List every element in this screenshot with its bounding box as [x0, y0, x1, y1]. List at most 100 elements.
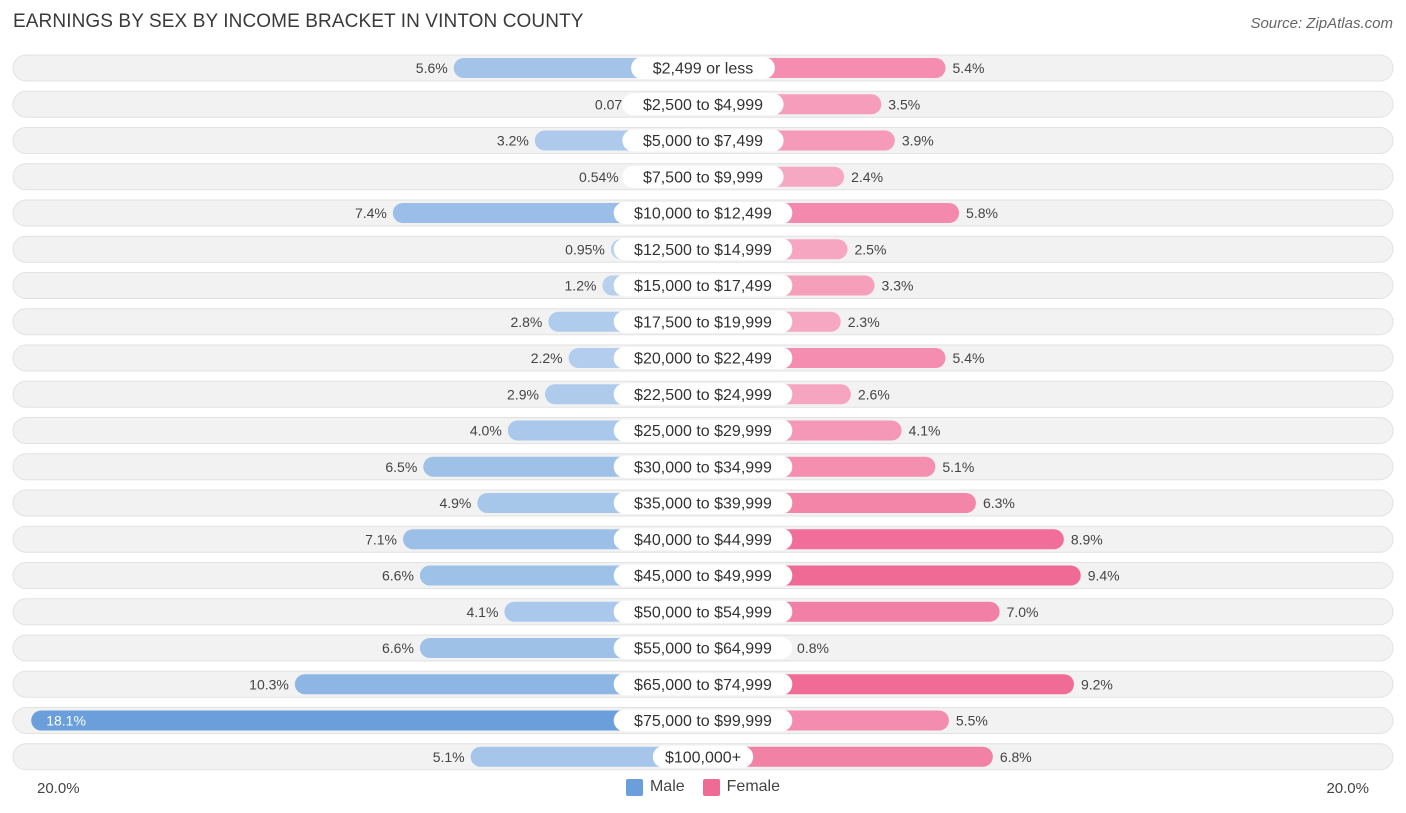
male-value-label: 4.0% [470, 423, 502, 439]
category-label: $17,500 to $19,999 [634, 314, 772, 331]
male-value-label: 5.6% [416, 60, 448, 76]
female-value-label: 2.5% [855, 241, 887, 257]
category-label-background [622, 165, 784, 188]
female-value-label: 7.0% [1007, 604, 1039, 620]
category-label: $40,000 to $44,999 [634, 532, 772, 549]
female-value-label: 5.5% [956, 713, 988, 729]
bar-row: 0.54% 2.4% $7,500 to $9,999 [12, 163, 1394, 191]
category-label-background [613, 637, 793, 659]
male-value-label: 18.1% [46, 713, 86, 729]
category-label: $20,000 to $22,499 [634, 351, 772, 368]
category-label-background [613, 347, 793, 369]
category-label-background [622, 129, 784, 152]
male-value-label: 1.2% [565, 278, 597, 294]
male-bar [470, 746, 703, 767]
female-value-label: 3.3% [882, 278, 914, 294]
male-bar [294, 674, 703, 695]
category-label: $100,000+ [665, 749, 741, 766]
legend-swatch-female [702, 778, 720, 796]
bar-row: 1.2% 3.3% $15,000 to $17,499 [12, 272, 1394, 299]
male-value-label: 4.1% [466, 604, 498, 620]
category-label-background [613, 564, 793, 587]
category-label-background [631, 57, 775, 79]
female-value-label: 2.3% [848, 314, 880, 330]
legend-item-female[interactable]: Female [702, 778, 781, 796]
female-value-label: 5.8% [966, 205, 998, 221]
female-value-label: 2.6% [858, 386, 890, 402]
female-value-label: 6.3% [983, 495, 1015, 511]
bar-row: 2.9% 2.6% $22,500 to $24,999 [12, 380, 1394, 408]
female-value-label: 4.1% [909, 423, 941, 439]
female-bar [703, 674, 1074, 695]
category-label: $75,000 to $99,999 [634, 713, 772, 730]
category-label-background [613, 238, 793, 261]
male-value-label: 0.54% [579, 169, 619, 185]
category-label: $35,000 to $39,999 [634, 496, 772, 513]
female-value-label: 0.8% [797, 640, 829, 656]
female-value-label: 6.8% [1000, 749, 1032, 765]
legend-swatch-male [625, 778, 643, 796]
category-label: $55,000 to $64,999 [634, 641, 772, 658]
male-value-label: 6.6% [382, 640, 414, 656]
category-label: $12,500 to $14,999 [634, 242, 772, 259]
axis-label-left: 20.0% [37, 780, 80, 797]
category-label-background [613, 455, 793, 478]
male-value-label: 3.2% [497, 133, 529, 149]
legend-label-female: Female [726, 778, 781, 795]
female-value-label: 3.9% [902, 133, 934, 149]
bar-row: 0.07% 3.5%$2,500 to $4,999 [12, 90, 1394, 118]
male-value-label: 0.95% [565, 241, 605, 257]
female-value-label: 5.4% [953, 60, 985, 76]
category-label-background [613, 202, 793, 224]
category-label: $30,000 to $34,999 [634, 459, 772, 476]
category-label-background [613, 419, 793, 442]
male-value-label: 2.9% [507, 386, 539, 402]
category-label: $65,000 to $74,999 [634, 677, 772, 694]
category-label: $50,000 to $54,999 [634, 604, 772, 621]
axis-label-right: 20.0% [1326, 780, 1369, 797]
female-value-label: 8.9% [1071, 531, 1103, 547]
bar-row: 4.1% 7.0% $50,000 to $54,999 [12, 598, 1394, 626]
category-label-background [613, 673, 793, 696]
male-value-label: 5.1% [433, 749, 465, 765]
category-label-background [613, 709, 793, 732]
category-label: $2,500 to $4,999 [643, 97, 763, 114]
female-value-label: 9.4% [1088, 568, 1120, 584]
female-value-label: 3.5% [888, 96, 920, 112]
category-label: $45,000 to $49,999 [634, 568, 772, 585]
bar-row: 2.2% 5.4% $20,000 to $22,499 [12, 344, 1394, 372]
category-label: $2,499 or less [653, 61, 754, 78]
female-value-label: 5.4% [953, 350, 985, 366]
male-bar [31, 710, 704, 731]
bar-row: 7.1% 8.9% $40,000 to $44,999 [12, 525, 1394, 553]
bar-row: 5.1% 6.8% $100,000+ [12, 743, 1394, 771]
category-label-background [613, 383, 793, 406]
category-label-background [613, 492, 793, 514]
category-label-background [613, 600, 793, 623]
male-value-label: 10.3% [249, 676, 289, 692]
bar-row: 6.6% 9.4% $45,000 to $49,999 [12, 562, 1394, 589]
bar-row: 10.3% 9.2% $65,000 to $74,999 [12, 670, 1394, 698]
bar-row: 3.2% 3.9% $5,000 to $7,499 [12, 127, 1394, 154]
category-label: $15,000 to $17,499 [634, 278, 772, 295]
male-value-label: 7.1% [365, 531, 397, 547]
category-label: $7,500 to $9,999 [643, 169, 763, 186]
category-label-background [613, 274, 793, 297]
category-label-background [613, 528, 793, 551]
legend-label-male: Male [649, 778, 685, 795]
male-value-label: 2.2% [531, 350, 563, 366]
male-value-label: 2.8% [510, 314, 542, 330]
bar-row: 6.6% 0.8% $55,000 to $64,999 [12, 634, 1394, 662]
female-value-label: 9.2% [1081, 676, 1113, 692]
category-label: $25,000 to $29,999 [634, 423, 772, 440]
category-label: $22,500 to $24,999 [634, 387, 772, 404]
bar-row: 18.1% 5.5% $75,000 to $99,999 [12, 707, 1394, 734]
female-bar [703, 529, 1064, 550]
chart-title: EARNINGS BY SEX BY INCOME BRACKET IN VIN… [13, 11, 584, 32]
legend-item-male[interactable]: Male [625, 778, 685, 796]
male-value-label: 7.4% [355, 205, 387, 221]
bar-row: 6.5% 5.1% $30,000 to $34,999 [12, 453, 1394, 481]
bar-row: 7.4% 5.8% $10,000 to $12,499 [12, 199, 1394, 227]
bar-row: 0.95% 2.5% $12,500 to $14,999 [12, 235, 1394, 263]
